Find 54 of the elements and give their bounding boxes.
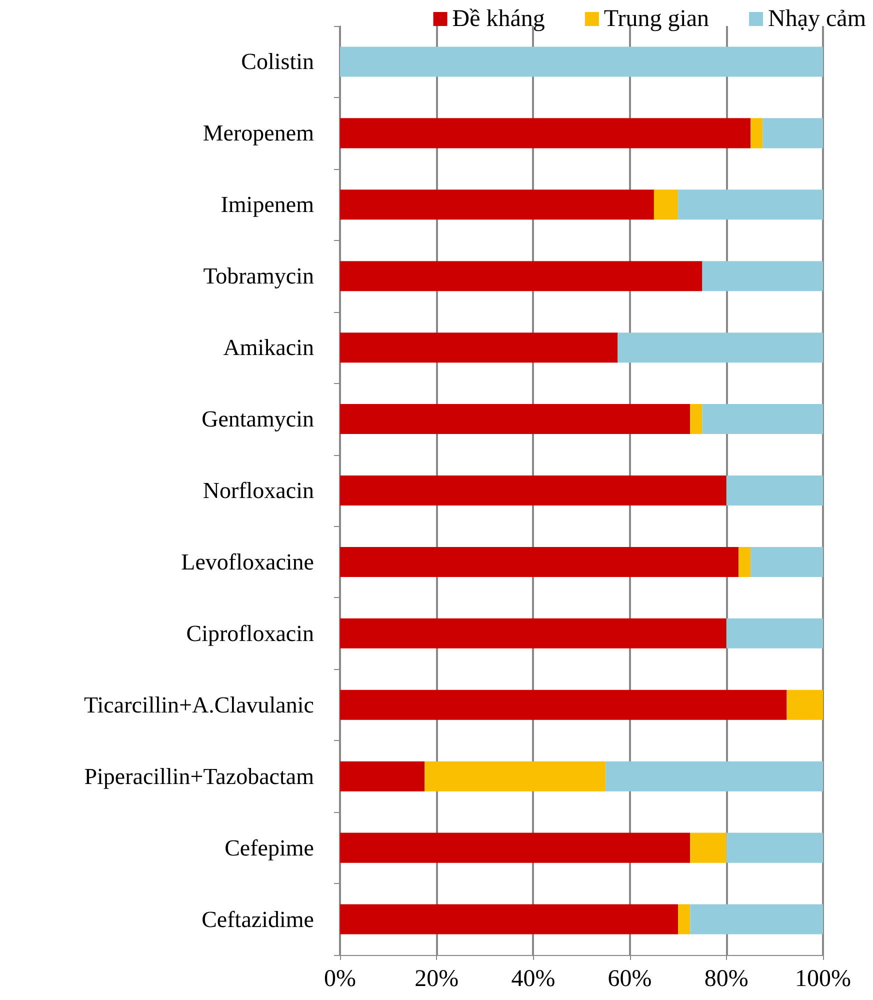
bar [726, 618, 823, 648]
bar [738, 546, 751, 577]
y-tick-label: Amikacin [223, 335, 314, 360]
bar [690, 904, 823, 934]
bar [340, 761, 425, 792]
y-tick-label: Tobramycin [203, 264, 314, 289]
bar [786, 690, 823, 720]
bar [340, 332, 618, 363]
y-tick-label: Piperacillin+Tazobactam [84, 764, 314, 789]
y-tick-label: Meropenem [202, 120, 314, 146]
y-tick-label: Ciprofloxacin [186, 620, 314, 646]
x-tick-label: 60% [608, 966, 652, 992]
bar [702, 261, 823, 292]
legend-label: Nhạy cảm [768, 6, 866, 32]
bar [340, 690, 787, 720]
bar [750, 118, 763, 148]
bar [690, 832, 726, 863]
bar [340, 46, 823, 77]
bar [678, 904, 690, 934]
bar [762, 118, 823, 148]
y-tick-label: Gentamycin [202, 406, 314, 432]
bar [618, 332, 823, 363]
x-tick-label: 100% [795, 966, 851, 992]
bar [340, 475, 726, 506]
x-tick-label: 40% [511, 966, 556, 992]
bar [702, 404, 823, 434]
bar [340, 904, 678, 934]
y-tick-label: Colistin [241, 49, 314, 74]
bar [340, 546, 738, 577]
bar [690, 404, 702, 434]
y-tick-label: Norfloxacin [202, 478, 314, 503]
bar [340, 190, 654, 220]
y-tick-label: Levofloxacine [181, 549, 314, 574]
bar [424, 761, 606, 792]
y-tick-label: Ticarcillin+A.Clavulanic [84, 692, 314, 718]
bar [654, 190, 678, 220]
y-tick-label: Cefepime [224, 835, 314, 860]
bar [340, 618, 726, 648]
legend-label: Đề kháng [452, 6, 545, 32]
bar [606, 761, 823, 792]
y-tick-label: Imipenem [220, 192, 314, 218]
bar [340, 832, 690, 863]
bar [340, 118, 751, 148]
bar [750, 546, 823, 577]
legend-label: Trung gian [604, 6, 710, 32]
bar [340, 404, 690, 434]
x-tick-label: 80% [704, 966, 748, 992]
bar [726, 475, 823, 506]
x-tick-label: 20% [414, 966, 459, 992]
bar [678, 190, 823, 220]
bar [340, 261, 702, 292]
x-tick-label: 0% [324, 966, 356, 992]
y-tick-label: Ceftazidime [202, 906, 314, 932]
bar [726, 832, 823, 863]
